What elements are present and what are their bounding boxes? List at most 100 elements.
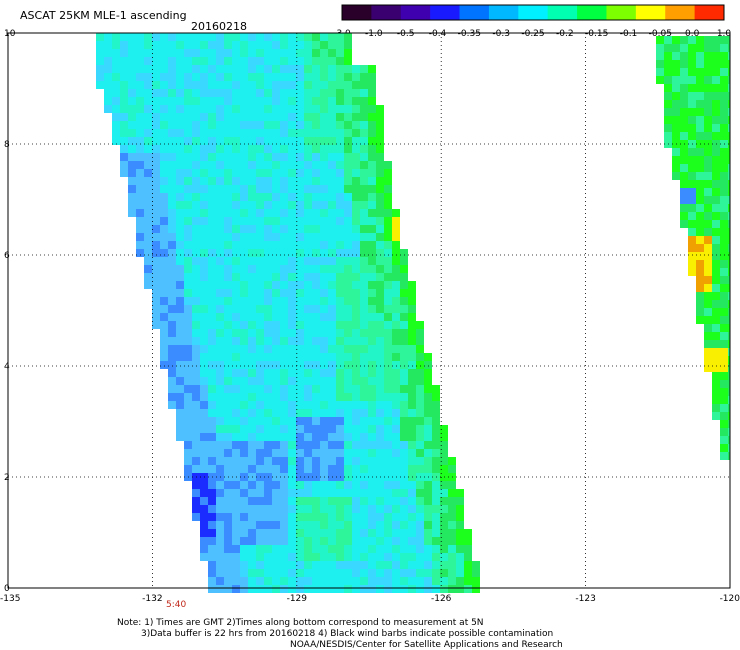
swath-cell bbox=[216, 305, 224, 313]
swath-cell bbox=[296, 537, 304, 545]
swath-cell bbox=[256, 305, 264, 313]
swath-cell bbox=[328, 401, 336, 409]
swath-cell bbox=[192, 465, 200, 473]
swath-cell bbox=[256, 233, 264, 241]
swath-cell bbox=[344, 105, 352, 113]
swath-cell bbox=[240, 281, 248, 289]
swath-cell bbox=[224, 425, 232, 433]
swath-cell bbox=[328, 121, 336, 129]
swath-cell bbox=[296, 545, 304, 553]
swath-cell bbox=[376, 273, 384, 281]
swath-cell bbox=[720, 404, 728, 412]
swath-cell bbox=[424, 489, 432, 497]
swath-cell bbox=[376, 353, 384, 361]
swath-cell bbox=[128, 81, 136, 89]
swath-cell bbox=[216, 545, 224, 553]
swath-cell bbox=[112, 97, 120, 105]
swath-cell bbox=[656, 60, 664, 68]
swath-cell bbox=[328, 345, 336, 353]
swath-cell bbox=[176, 377, 184, 385]
swath-cell bbox=[392, 249, 400, 257]
swath-cell bbox=[432, 561, 440, 569]
swath-cell bbox=[376, 177, 384, 185]
swath-cell bbox=[232, 297, 240, 305]
swath-cell bbox=[160, 209, 168, 217]
swath-cell bbox=[288, 433, 296, 441]
swath-cell bbox=[400, 345, 408, 353]
swath-cell bbox=[688, 156, 696, 164]
swath-cell bbox=[384, 457, 392, 465]
swath-cell bbox=[216, 441, 224, 449]
swath-cell bbox=[304, 81, 312, 89]
swath-cell bbox=[344, 257, 352, 265]
swath-cell bbox=[688, 60, 696, 68]
swath-cell bbox=[296, 393, 304, 401]
swath-cell bbox=[216, 369, 224, 377]
swath-cell bbox=[368, 481, 376, 489]
swath-cell bbox=[304, 161, 312, 169]
swath-cell bbox=[696, 148, 704, 156]
swath-cell bbox=[704, 172, 712, 180]
swath-cell bbox=[168, 241, 176, 249]
swath-cell bbox=[696, 60, 704, 68]
swath-cell bbox=[208, 521, 216, 529]
swath-cell bbox=[184, 81, 192, 89]
swath-cell bbox=[200, 145, 208, 153]
swath-cell bbox=[408, 417, 416, 425]
swath-cell bbox=[256, 385, 264, 393]
swath-cell bbox=[184, 105, 192, 113]
swath-cell bbox=[128, 185, 136, 193]
swath-cell bbox=[192, 81, 200, 89]
swath-cell bbox=[224, 409, 232, 417]
swath-cell bbox=[384, 169, 392, 177]
swath-cell bbox=[328, 49, 336, 57]
swath-cell bbox=[360, 449, 368, 457]
swath-cell bbox=[304, 449, 312, 457]
swath-cell bbox=[728, 316, 730, 324]
swath-cell bbox=[360, 185, 368, 193]
swath-cell bbox=[272, 161, 280, 169]
swath-cell bbox=[240, 233, 248, 241]
swath-cell bbox=[296, 41, 304, 49]
swath-cell bbox=[240, 41, 248, 49]
swath-cell bbox=[360, 377, 368, 385]
swath-cell bbox=[408, 545, 416, 553]
swath-cell bbox=[264, 201, 272, 209]
swath-cell bbox=[392, 521, 400, 529]
swath-cell bbox=[264, 369, 272, 377]
swath-cell bbox=[272, 441, 280, 449]
swath-cell bbox=[344, 401, 352, 409]
swath-cell bbox=[248, 33, 256, 41]
swath-cell bbox=[304, 321, 312, 329]
swath-cell bbox=[184, 113, 192, 121]
swath-cell bbox=[320, 441, 328, 449]
swath-cell bbox=[120, 97, 128, 105]
swath-cell bbox=[320, 465, 328, 473]
colorbar-swatch bbox=[430, 5, 461, 20]
swath-cell bbox=[392, 465, 400, 473]
swath-cell bbox=[192, 49, 200, 57]
swath-cell bbox=[280, 121, 288, 129]
swath-cell bbox=[216, 329, 224, 337]
swath-cell bbox=[416, 537, 424, 545]
swath-cell bbox=[224, 193, 232, 201]
swath-cell bbox=[200, 361, 208, 369]
swath-cell bbox=[200, 225, 208, 233]
swath-cell bbox=[408, 529, 416, 537]
swath-cell bbox=[224, 209, 232, 217]
swath-cell bbox=[352, 425, 360, 433]
swath-cell bbox=[200, 193, 208, 201]
swath-cell bbox=[352, 281, 360, 289]
swath-cell bbox=[336, 393, 344, 401]
swath-cell bbox=[296, 337, 304, 345]
swath-cell bbox=[208, 233, 216, 241]
swath-cell bbox=[696, 252, 704, 260]
swath-cell bbox=[216, 561, 224, 569]
swath-cell bbox=[408, 441, 416, 449]
grid-lines bbox=[8, 33, 730, 588]
swath-cell bbox=[136, 217, 144, 225]
swath-cell bbox=[240, 49, 248, 57]
swath-cell bbox=[416, 561, 424, 569]
swath-cell bbox=[344, 73, 352, 81]
